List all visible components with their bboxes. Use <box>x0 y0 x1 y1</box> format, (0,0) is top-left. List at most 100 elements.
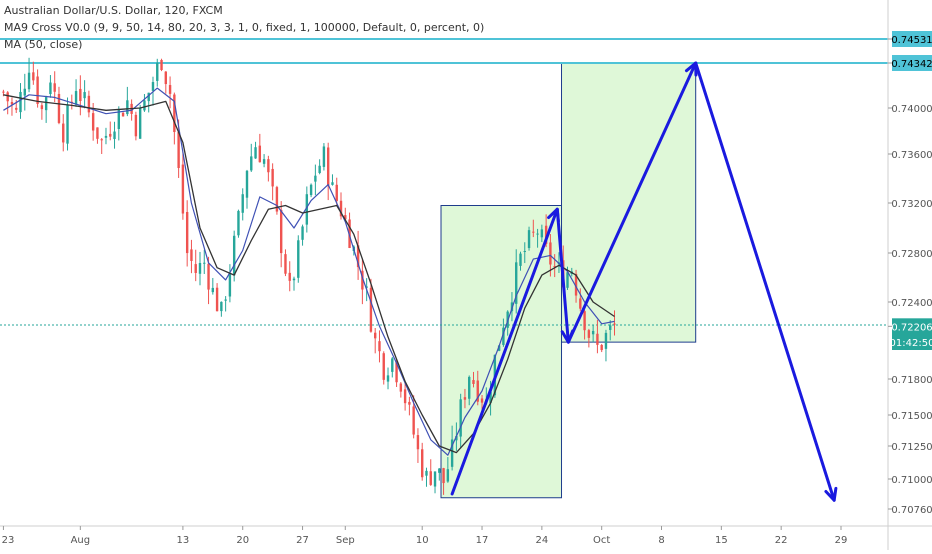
time-tick-label: Aug <box>71 535 91 546</box>
time-tick-label: 23 <box>2 535 15 546</box>
candle <box>532 219 535 238</box>
price-line-badge-label: 0.74342 <box>891 59 932 70</box>
price-tick-label: 0.71000 <box>891 475 932 486</box>
indicator-ma50-legend[interactable]: MA (50, close) <box>4 38 83 51</box>
candle <box>181 151 185 220</box>
candle <box>553 254 556 278</box>
time-tick-label: 29 <box>835 535 848 546</box>
candle <box>100 137 103 154</box>
moving-averages-layer <box>3 87 615 456</box>
candle <box>331 174 334 186</box>
price-tick-label: 0.73200 <box>891 199 932 210</box>
candle <box>609 320 612 341</box>
projection-segment-3[interactable] <box>566 61 698 344</box>
candle <box>309 183 313 198</box>
candle <box>391 357 394 378</box>
candle <box>433 471 437 494</box>
candle <box>156 58 159 87</box>
price-line-badge-label: 0.74531 <box>891 35 932 46</box>
candle <box>438 468 441 481</box>
candle <box>361 258 364 305</box>
candle <box>450 425 454 471</box>
time-tick-label: 22 <box>775 535 788 546</box>
candle <box>468 375 471 406</box>
price-tick-label: 0.71250 <box>891 442 932 453</box>
candle <box>104 127 108 145</box>
candle <box>382 351 385 385</box>
candle <box>258 133 262 163</box>
candle <box>339 192 343 220</box>
candle <box>613 310 616 336</box>
candle <box>66 97 69 151</box>
candle <box>399 382 403 398</box>
time-tick-label: 27 <box>296 535 309 546</box>
projection-arrowhead-4 <box>824 486 838 502</box>
price-tick-label: 0.71800 <box>891 375 932 386</box>
time-tick-label: 13 <box>177 535 190 546</box>
time-axis[interactable]: 23 Aug 13 20 27 Sep 10 17 24 Oct 8 15 22 29 <box>2 526 848 546</box>
candle <box>326 142 330 201</box>
candle <box>83 80 86 109</box>
candle <box>446 457 450 483</box>
candle <box>220 301 223 317</box>
candle <box>314 164 317 196</box>
candle <box>275 185 279 215</box>
candle <box>288 261 291 292</box>
candle <box>591 324 595 343</box>
candle <box>164 71 168 94</box>
candle <box>335 177 338 206</box>
projection-segment-2[interactable] <box>555 207 570 344</box>
candle <box>318 159 321 175</box>
candle <box>198 251 202 286</box>
price-axis[interactable]: 0.74531 0.74342 0.74000 0.73600 0.73200 0.728… <box>888 31 932 516</box>
candle <box>515 249 518 314</box>
candle <box>472 371 475 388</box>
candle <box>348 212 351 249</box>
candle <box>297 235 300 283</box>
candle <box>425 467 428 487</box>
price-line-badge <box>892 55 932 71</box>
candle <box>527 226 531 251</box>
time-tick-label: 24 <box>535 535 548 546</box>
projection-segment-4[interactable] <box>694 61 836 502</box>
candle <box>23 73 26 111</box>
ma-slow-line <box>3 94 615 454</box>
candle <box>344 207 347 221</box>
time-tick-label: 15 <box>715 535 728 546</box>
candle <box>322 143 326 171</box>
candle <box>160 58 163 72</box>
candle <box>32 61 35 85</box>
indicator-ma9-cross-legend[interactable]: MA9 Cross V0.0 (9, 9, 50, 14, 80, 20, 3,… <box>4 21 485 34</box>
candle <box>138 104 142 139</box>
time-tick-label: Oct <box>593 535 610 546</box>
candle <box>262 154 266 168</box>
candle <box>74 79 78 107</box>
candle <box>6 91 9 115</box>
candle <box>408 396 411 416</box>
candle <box>19 83 22 119</box>
candle <box>49 75 52 98</box>
candle <box>459 393 462 449</box>
candle <box>463 388 467 409</box>
candle <box>79 75 82 116</box>
candle <box>143 94 146 112</box>
candle <box>27 57 31 93</box>
price-line-badge <box>892 31 932 47</box>
candle <box>190 239 193 274</box>
candle <box>113 121 116 149</box>
candle <box>284 249 287 277</box>
candle <box>579 288 582 312</box>
candle <box>583 309 586 340</box>
candle <box>386 367 390 390</box>
candle <box>476 370 479 406</box>
candle <box>540 224 544 243</box>
candle <box>224 296 227 312</box>
projection-segment-1[interactable] <box>450 207 559 496</box>
candle <box>215 283 219 312</box>
candle <box>121 111 125 117</box>
candle <box>126 86 129 117</box>
candle <box>271 163 274 201</box>
candle <box>442 467 445 495</box>
